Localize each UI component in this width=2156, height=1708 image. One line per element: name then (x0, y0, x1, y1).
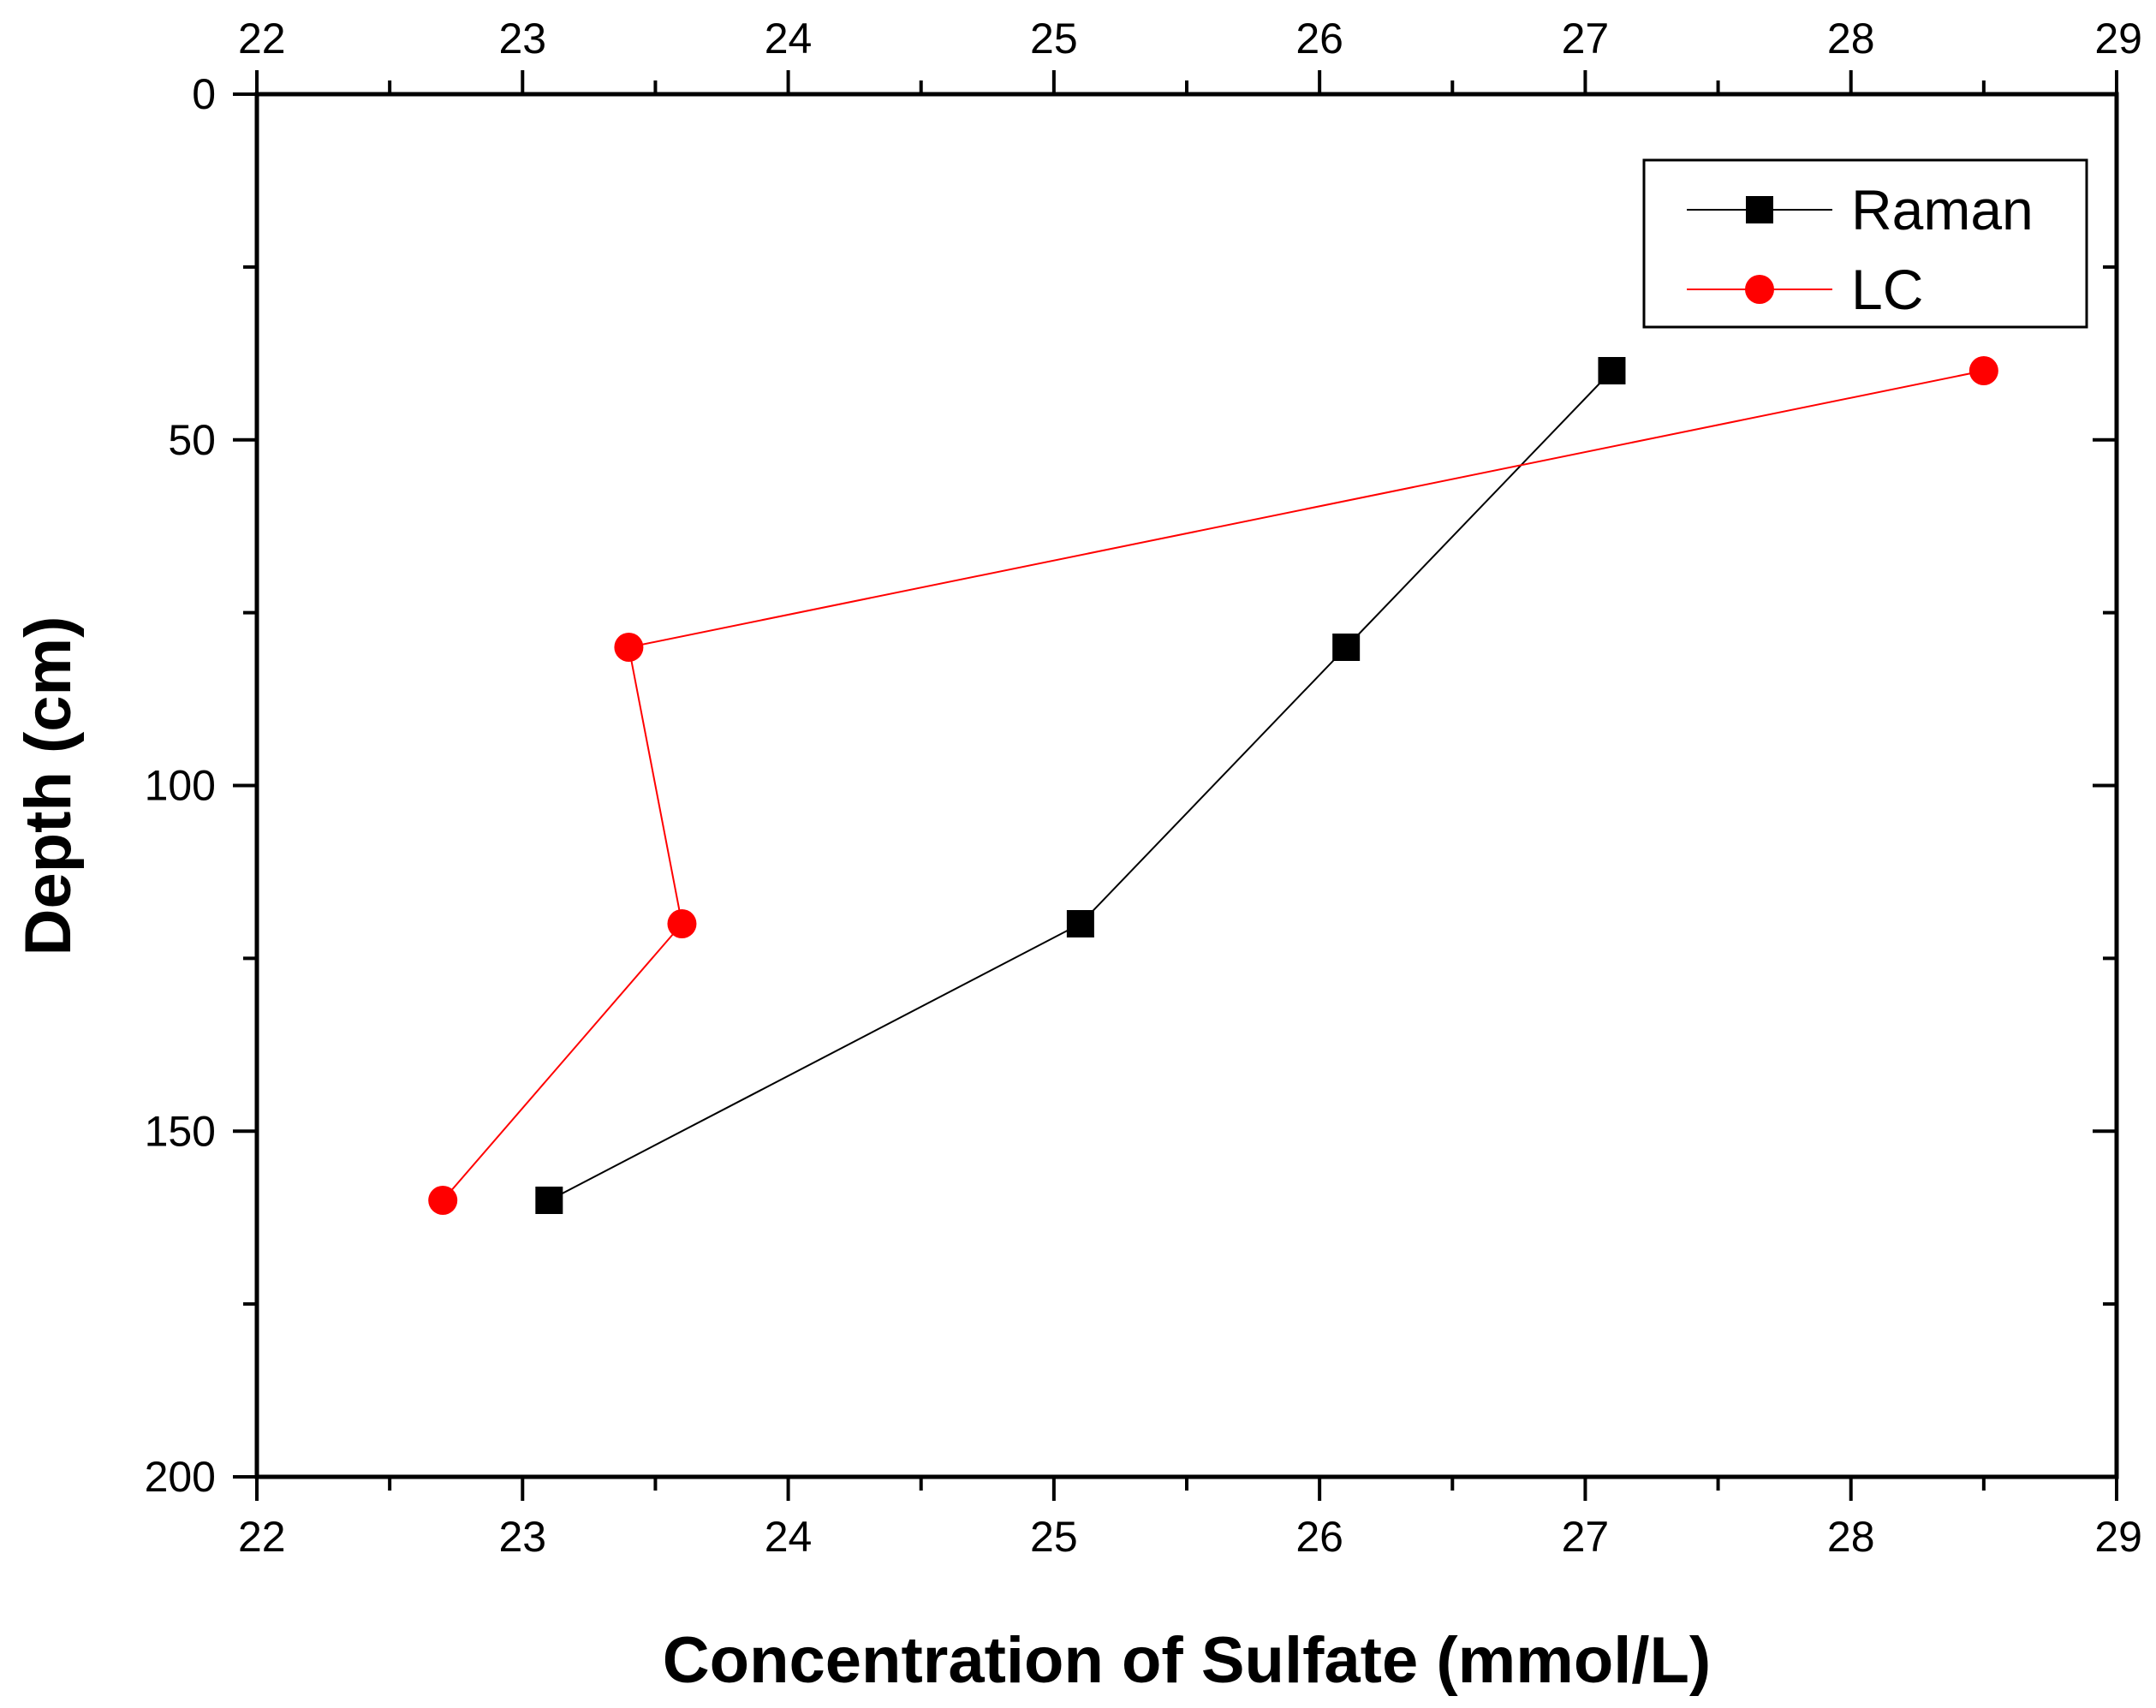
data-point-raman (1598, 357, 1626, 384)
x-tick-label-top: 29 (2094, 15, 2142, 62)
x-tick-label-top: 24 (765, 15, 813, 62)
y-tick-label: 0 (192, 70, 216, 118)
y-tick-label: 100 (145, 762, 216, 810)
x-tick-label-top: 27 (1562, 15, 1610, 62)
y-tick-label: 50 (168, 416, 216, 464)
legend-label-raman: Raman (1851, 178, 2034, 241)
legend-label-lc: LC (1851, 258, 1923, 321)
x-tick-label-bottom: 23 (498, 1513, 546, 1561)
data-point-raman (535, 1187, 563, 1214)
data-point-raman (1332, 634, 1361, 661)
x-axis-title: Concentration of Sulfate (mmol/L) (663, 1624, 1711, 1697)
series-raman (535, 357, 1626, 1214)
x-tick-label-bottom: 29 (2094, 1513, 2142, 1561)
data-point-raman (1066, 910, 1094, 937)
bottom-axis-ticks: 22 23 24 25 26 27 28 29 (238, 1477, 2142, 1561)
y-axis-title: Depth (cm) (12, 616, 85, 956)
data-point-lc (614, 633, 644, 662)
legend: Raman LC (1642, 158, 2088, 329)
top-axis-ticks: 22 23 24 25 26 27 28 29 (238, 15, 2142, 94)
x-tick-label-top: 26 (1295, 15, 1343, 62)
series-layer (428, 356, 1998, 1215)
x-tick-label-bottom: 27 (1562, 1513, 1610, 1561)
legend-marker-lc (1745, 275, 1774, 304)
y-tick-label: 150 (145, 1107, 216, 1155)
legend-marker-raman (1746, 196, 1773, 223)
legend-box (1642, 158, 2088, 329)
x-tick-label-top: 28 (1827, 15, 1875, 62)
x-tick-label-bottom: 28 (1827, 1513, 1875, 1561)
series-line-raman (548, 370, 1613, 1201)
x-tick-label-top: 22 (238, 15, 286, 62)
series-line-lc (442, 370, 1985, 1201)
data-point-lc (428, 1186, 458, 1215)
x-tick-label-bottom: 24 (765, 1513, 813, 1561)
x-tick-label-top: 25 (1030, 15, 1078, 62)
x-tick-label-bottom: 26 (1295, 1513, 1343, 1561)
left-axis-ticks: 0 50 100 150 200 (145, 70, 257, 1501)
x-tick-label-bottom: 25 (1030, 1513, 1078, 1561)
x-tick-label-top: 23 (498, 15, 546, 62)
data-point-lc (667, 909, 697, 938)
x-tick-label-bottom: 22 (238, 1513, 286, 1561)
right-axis-ticks (2093, 92, 2117, 1479)
data-point-lc (1968, 356, 1998, 385)
series-lc (428, 356, 1998, 1215)
y-tick-label: 200 (145, 1453, 216, 1501)
